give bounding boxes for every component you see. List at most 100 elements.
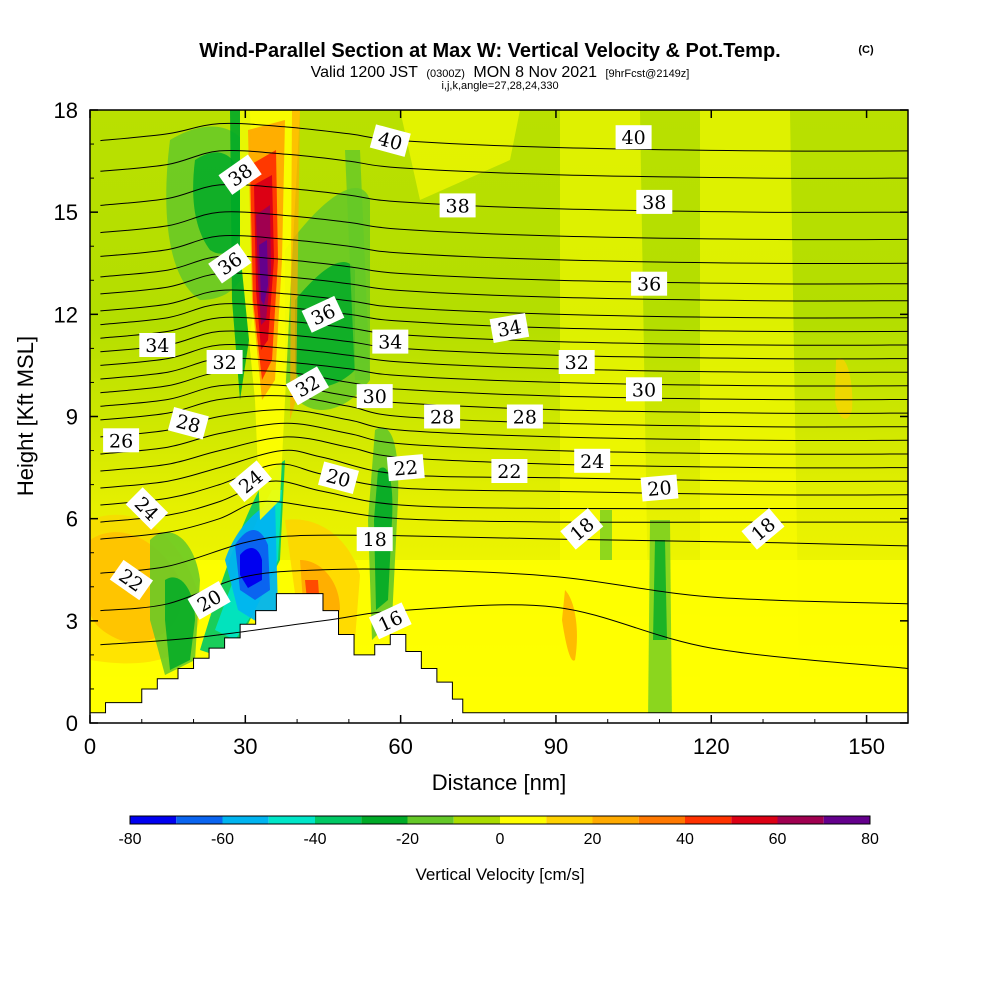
colorbar-ticks: -80 -60 -40 -20 0 20 40 60 80: [118, 831, 879, 848]
y-tick-label: 9: [66, 405, 78, 430]
colorbar-tick-label: 20: [584, 831, 602, 848]
x-tick-label: 120: [693, 734, 730, 759]
contour-label-22: 22: [386, 454, 425, 482]
y-axis-label: Height [Kft MSL]: [13, 336, 38, 496]
isentrope-34: [100, 289, 908, 319]
vertical-velocity-field: [90, 110, 908, 723]
x-tick-label: 0: [84, 734, 96, 759]
colorbar-segment: [453, 816, 500, 824]
isentrope-39: [100, 183, 908, 213]
contour-label-17: 28: [424, 404, 461, 429]
y-tick-label: 6: [66, 507, 78, 532]
y-tick-label: 12: [54, 302, 78, 327]
contour-label-27: 18: [356, 527, 393, 552]
contour-label-3: 38: [439, 193, 476, 218]
isentrope-30: [100, 344, 908, 373]
colorbar-segment: [361, 816, 408, 824]
contour-label-text: 36: [637, 274, 661, 296]
contour-label-text: 26: [109, 430, 133, 452]
isentrope-20: [100, 480, 908, 523]
y-tick-label: 18: [54, 98, 78, 123]
chart-title: Wind-Parallel Section at Max W: Vertical…: [199, 40, 780, 62]
contour-label-text: 28: [513, 407, 537, 429]
shade-orange-rightlow: [562, 590, 577, 661]
colorbar-segment: [638, 816, 685, 824]
isentrope-37: [100, 235, 908, 265]
terrain: [90, 593, 908, 723]
contour-label-text: 30: [632, 379, 656, 401]
contour-label-text: 20: [647, 477, 673, 501]
colorbar-segment: [731, 816, 778, 824]
contour-label-23: 22: [491, 459, 528, 483]
subtitle-valid: Valid 1200 JST: [311, 64, 419, 81]
isentrope-26: [100, 395, 908, 428]
contour-label-18: 28: [506, 404, 543, 429]
contour-label-4: 38: [636, 189, 673, 214]
colorbar-frame: [129, 815, 871, 825]
chart-indices: i,j,k,angle=27,28,24,330: [441, 80, 558, 92]
colorbar-segment: [315, 816, 362, 824]
colorbar: [129, 815, 871, 825]
terrain-profile: [90, 593, 908, 723]
contour-label-text: 34: [378, 332, 402, 354]
x-tick-label: 30: [233, 734, 257, 759]
contour-label-text: 32: [213, 352, 237, 374]
contour-label-text: 30: [363, 386, 387, 408]
contour-label-21: 24: [574, 448, 611, 473]
x-tick-label: 60: [388, 734, 412, 759]
colorbar-tick-label: 0: [496, 831, 505, 848]
colorbar-tick-label: 40: [676, 831, 694, 848]
contour-label-24: 20: [318, 461, 359, 495]
x-tick-label: 90: [544, 734, 568, 759]
x-axis-label: Distance [nm]: [432, 770, 567, 795]
isentrope-40: [100, 149, 908, 179]
y-tick-label: 0: [66, 711, 78, 736]
shade-green-right-col-2: [653, 540, 667, 640]
contour-label-15: 30: [626, 377, 662, 402]
colorbar-segment: [777, 816, 824, 824]
colorbar-segment: [130, 816, 177, 824]
subtitle-utc: (0300Z): [426, 68, 465, 80]
isentrope-16: [100, 604, 908, 669]
chart-title-tag: (C): [858, 44, 874, 56]
contour-label-8: 34: [139, 333, 176, 357]
colorbar-segment: [592, 816, 639, 824]
isentrope-17: [100, 568, 908, 612]
colorbar-tick-label: 80: [861, 831, 879, 848]
x-tick-label: 150: [848, 734, 885, 759]
contour-label-9: 34: [372, 329, 409, 354]
colorbar-tick-label: -20: [396, 831, 419, 848]
shade-orange-left-pocket: [835, 358, 853, 419]
colorbar-segment: [546, 816, 593, 824]
colorbar-segment: [222, 816, 269, 824]
colorbar-tick-label: -60: [211, 831, 234, 848]
shade-yellow-column-mid: [560, 110, 650, 723]
shade-green-column-b: [345, 150, 370, 380]
contour-label-text: 22: [393, 457, 419, 481]
isentrope-38: [100, 211, 908, 241]
colorbar-segment: [268, 816, 315, 824]
contour-label-10: 34: [489, 313, 530, 343]
contour-label-text: 28: [430, 407, 454, 429]
isentrope-33: [100, 303, 908, 333]
colorbar-segment: [685, 816, 732, 824]
colorbar-segment: [176, 816, 223, 824]
isentrope-35: [100, 272, 908, 302]
contour-label-12: 32: [558, 350, 595, 374]
contour-label-2: 38: [218, 154, 262, 195]
colorbar-label: Vertical Velocity [cm/s]: [415, 865, 584, 884]
contour-label-text: 24: [580, 451, 604, 473]
colorbar-tick-label: -80: [118, 831, 141, 848]
shade-green-lower-left-2: [165, 577, 195, 670]
subtitle-date: MON 8 Nov 2021: [473, 64, 597, 81]
contour-label-11: 32: [206, 350, 243, 374]
shade-dark-blue-core: [240, 548, 262, 588]
shade-yellow-column-right: [700, 110, 800, 723]
colorbar-segment: [823, 816, 870, 824]
chart-subtitle: Valid 1200 JST (0300Z) MON 8 Nov 2021 [9…: [311, 64, 690, 81]
contour-label-6: 36: [631, 271, 668, 296]
contour-label-1: 40: [615, 125, 652, 150]
contour-label-text: 38: [642, 192, 666, 214]
